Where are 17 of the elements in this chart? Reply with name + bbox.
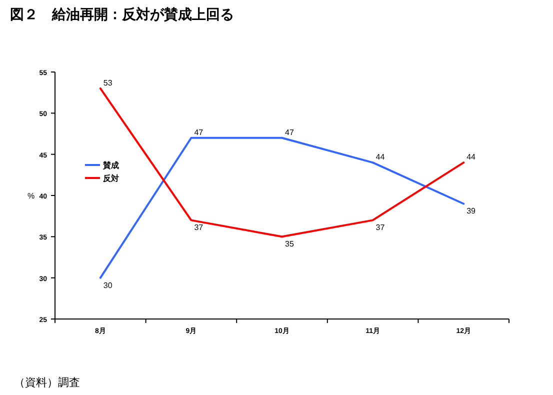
- data-label: 35: [285, 240, 294, 249]
- data-label: 37: [194, 223, 204, 232]
- line-series: [99, 136, 465, 279]
- legend-label: 反対: [102, 173, 119, 183]
- legend-label: 賛成: [102, 161, 119, 170]
- data-label: 53: [103, 78, 113, 88]
- text: （資料）調査: [14, 376, 80, 389]
- line-series: [99, 87, 465, 238]
- data-label: 47: [285, 128, 294, 137]
- data-label: 37: [376, 223, 386, 232]
- data-label: 44: [466, 152, 476, 162]
- y-axis-title: %: [27, 192, 35, 200]
- data-label: 47: [194, 128, 204, 137]
- data-label: 30: [103, 280, 113, 290]
- data-label: 44: [376, 152, 386, 162]
- chart-title: 図２ 給油再開：反対が賛成上回る: [10, 6, 234, 22]
- data-label: 39: [466, 206, 476, 216]
